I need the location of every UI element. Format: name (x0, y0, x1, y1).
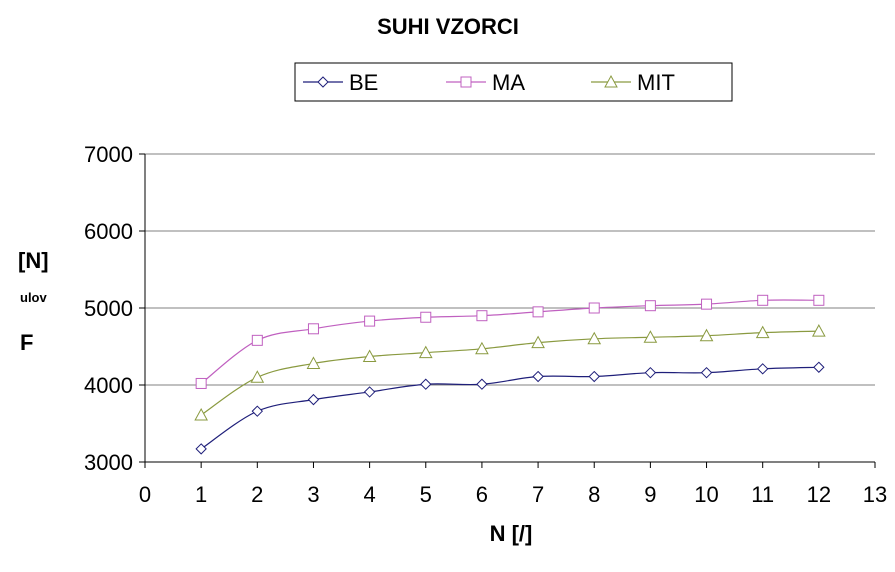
x-tick-label: 12 (807, 482, 831, 507)
data-point-mit (643, 330, 658, 343)
data-point-mit (475, 341, 489, 355)
data-point-ma (813, 294, 825, 306)
data-point-mit (587, 331, 602, 345)
data-point-mit (194, 407, 208, 421)
data-point-mit (531, 335, 545, 349)
data-point-be (700, 366, 713, 379)
series-ma (195, 294, 825, 389)
x-tick-label: 7 (532, 482, 544, 507)
data-point-mit (250, 370, 265, 383)
y-tick-label: 5000 (84, 296, 133, 321)
x-tick-label: 1 (195, 482, 207, 507)
data-point-be (363, 386, 376, 398)
plot-area (139, 153, 876, 468)
legend-item-ma: MA (446, 70, 525, 95)
data-point-be (813, 361, 825, 373)
series-layer (194, 294, 826, 455)
data-point-ma (757, 294, 769, 306)
data-point-ma (644, 300, 656, 312)
axis-labels: N [/] [N] ulov F (18, 248, 532, 546)
data-point-mit (755, 325, 770, 339)
legend-marker-ma (460, 76, 472, 88)
data-point-be (532, 370, 544, 383)
legend: BE MA MIT (294, 62, 733, 102)
series-be (195, 361, 825, 455)
y-tick-label: 6000 (84, 219, 133, 244)
data-point-be (476, 378, 488, 390)
legend-item-be: BE (303, 70, 378, 95)
data-point-be (251, 405, 264, 417)
legend-label-ma: MA (492, 70, 525, 95)
x-tick-label: 4 (363, 482, 375, 507)
x-tick-label: 8 (588, 482, 600, 507)
data-point-be (195, 443, 207, 455)
data-point-be (420, 378, 432, 390)
data-point-ma (251, 334, 263, 346)
series-mit (194, 324, 826, 421)
x-tick-label: 6 (476, 482, 488, 507)
axes (139, 153, 876, 468)
data-point-ma (701, 298, 713, 310)
data-point-ma (476, 310, 488, 322)
data-point-be (588, 370, 600, 383)
legend-label-be: BE (349, 70, 378, 95)
x-tick-label: 9 (644, 482, 656, 507)
x-tick-label: 5 (420, 482, 432, 507)
data-point-be (307, 393, 320, 406)
legend-label-mit: MIT (637, 70, 675, 95)
legend-marker-be (317, 76, 329, 88)
data-point-mit (699, 328, 714, 342)
data-point-ma (307, 323, 319, 335)
x-tick-label: 10 (694, 482, 718, 507)
data-point-mit (812, 324, 826, 337)
x-tick-label: 11 (751, 482, 774, 507)
data-point-mit (362, 349, 377, 363)
x-tick-label: 0 (139, 482, 151, 507)
x-tick-label: 13 (863, 482, 887, 507)
data-point-ma (195, 377, 207, 389)
y-axis-unit: [N] (18, 248, 49, 273)
data-point-mit (306, 356, 321, 369)
x-tick-label: 2 (251, 482, 263, 507)
data-point-ma (420, 311, 432, 323)
data-point-be (756, 363, 769, 375)
legend-marker-mit (604, 74, 618, 88)
chart-title-group: SUHI VZORCI (377, 14, 519, 39)
y-tick-label: 7000 (84, 142, 133, 167)
y-tick-label: 4000 (84, 373, 133, 398)
data-point-ma (588, 302, 600, 314)
data-point-be (644, 366, 657, 379)
data-point-ma (532, 306, 544, 318)
y-axis-title: F (20, 330, 33, 355)
chart-title: SUHI VZORCI (377, 14, 519, 39)
legend-item-mit: MIT (591, 70, 675, 95)
legend-items: BE MA MIT (303, 70, 675, 95)
x-tick-label: 3 (307, 482, 319, 507)
y-tick-label: 3000 (84, 450, 133, 475)
x-axis-title: N [/] (490, 521, 533, 546)
data-point-ma (364, 315, 376, 327)
y-axis-subscript: ulov (20, 290, 47, 305)
data-point-mit (418, 345, 433, 359)
legend-box (294, 62, 733, 102)
